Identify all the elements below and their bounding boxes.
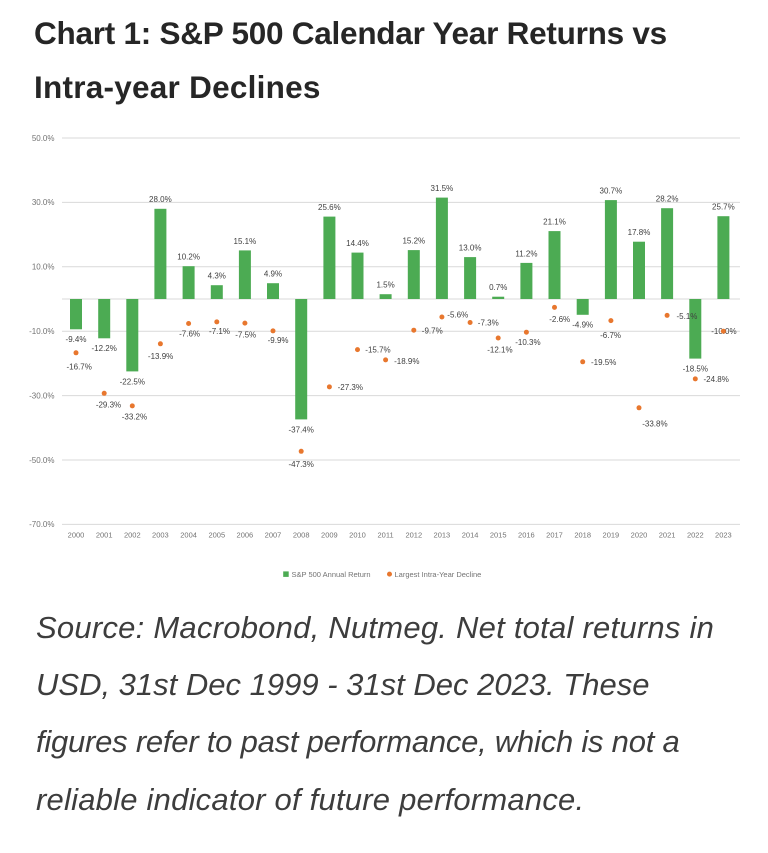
svg-text:-33.2%: -33.2% — [122, 412, 147, 421]
svg-text:28.0%: 28.0% — [149, 195, 172, 204]
svg-text:-9.9%: -9.9% — [268, 336, 289, 345]
svg-text:10.2%: 10.2% — [177, 253, 200, 262]
svg-text:2003: 2003 — [152, 531, 169, 540]
svg-text:30.7%: 30.7% — [600, 187, 623, 196]
svg-text:30.0%: 30.0% — [32, 198, 55, 207]
svg-text:4.9%: 4.9% — [264, 270, 282, 279]
svg-text:17.8%: 17.8% — [628, 228, 651, 237]
svg-text:2016: 2016 — [518, 531, 535, 540]
svg-text:-18.5%: -18.5% — [683, 365, 708, 374]
svg-text:2019: 2019 — [603, 531, 620, 540]
svg-text:2021: 2021 — [659, 531, 676, 540]
svg-text:2015: 2015 — [490, 531, 507, 540]
svg-text:0.7%: 0.7% — [489, 283, 507, 292]
svg-text:2011: 2011 — [378, 531, 394, 540]
svg-text:-9.7%: -9.7% — [422, 326, 443, 335]
svg-text:2001: 2001 — [96, 531, 113, 540]
svg-text:-27.3%: -27.3% — [338, 383, 363, 392]
svg-text:-47.3%: -47.3% — [289, 460, 314, 469]
svg-text:2012: 2012 — [405, 531, 422, 540]
svg-text:14.4%: 14.4% — [346, 239, 369, 248]
svg-text:4.3%: 4.3% — [208, 272, 226, 281]
svg-text:-29.3%: -29.3% — [96, 401, 121, 410]
svg-text:S&P 500 Annual Return: S&P 500 Annual Return — [292, 570, 371, 579]
svg-text:2014: 2014 — [462, 531, 479, 540]
svg-text:-70.0%: -70.0% — [29, 520, 54, 529]
svg-text:1.5%: 1.5% — [376, 281, 394, 290]
svg-text:-7.1%: -7.1% — [209, 327, 230, 336]
svg-text:-15.7%: -15.7% — [365, 346, 390, 355]
svg-text:2009: 2009 — [321, 531, 338, 540]
svg-text:-12.2%: -12.2% — [92, 344, 117, 353]
svg-text:25.7%: 25.7% — [712, 203, 735, 212]
svg-text:-37.4%: -37.4% — [289, 425, 314, 434]
svg-text:2007: 2007 — [265, 531, 282, 540]
svg-text:-12.1%: -12.1% — [487, 346, 512, 355]
svg-text:2018: 2018 — [574, 531, 591, 540]
svg-text:28.2%: 28.2% — [656, 195, 679, 204]
svg-text:2017: 2017 — [546, 531, 563, 540]
svg-text:-10.3%: -10.3% — [515, 338, 540, 347]
svg-text:-24.8%: -24.8% — [704, 375, 729, 384]
svg-text:2020: 2020 — [631, 531, 648, 540]
svg-text:50.0%: 50.0% — [32, 134, 55, 143]
svg-text:13.0%: 13.0% — [459, 244, 482, 253]
svg-text:-6.7%: -6.7% — [600, 331, 621, 340]
svg-text:-13.9%: -13.9% — [148, 352, 173, 361]
svg-text:15.2%: 15.2% — [402, 237, 425, 246]
svg-text:2004: 2004 — [180, 531, 197, 540]
svg-text:-10.0%: -10.0% — [29, 327, 54, 336]
svg-text:2022: 2022 — [687, 531, 704, 540]
svg-text:-50.0%: -50.0% — [29, 456, 54, 465]
svg-text:-5.1%: -5.1% — [677, 312, 698, 321]
svg-text:-7.6%: -7.6% — [179, 330, 200, 339]
svg-text:2005: 2005 — [208, 531, 225, 540]
svg-text:15.1%: 15.1% — [234, 237, 257, 246]
svg-text:2013: 2013 — [434, 531, 451, 540]
svg-text:-16.7%: -16.7% — [67, 362, 92, 371]
svg-text:25.6%: 25.6% — [318, 203, 341, 212]
svg-text:-4.9%: -4.9% — [572, 321, 593, 330]
svg-text:2002: 2002 — [124, 531, 141, 540]
svg-text:-2.6%: -2.6% — [549, 315, 570, 324]
svg-text:-30.0%: -30.0% — [29, 391, 54, 400]
svg-text:-9.4%: -9.4% — [66, 335, 87, 344]
svg-text:11.2%: 11.2% — [515, 249, 537, 258]
svg-text:Largest Intra-Year Decline: Largest Intra-Year Decline — [395, 570, 482, 579]
svg-text:-7.5%: -7.5% — [235, 331, 256, 340]
svg-text:-18.9%: -18.9% — [394, 357, 419, 366]
svg-text:2023: 2023 — [715, 531, 732, 540]
svg-text:2000: 2000 — [68, 531, 85, 540]
svg-text:10.0%: 10.0% — [32, 263, 55, 272]
svg-text:-7.3%: -7.3% — [478, 319, 499, 328]
svg-text:2008: 2008 — [293, 531, 310, 540]
svg-text:-19.5%: -19.5% — [591, 358, 616, 367]
svg-text:-5.6%: -5.6% — [447, 310, 468, 319]
svg-text:-22.5%: -22.5% — [120, 377, 145, 386]
svg-text:2010: 2010 — [349, 531, 366, 540]
svg-text:2006: 2006 — [237, 531, 254, 540]
svg-text:31.5%: 31.5% — [431, 184, 454, 193]
svg-text:21.1%: 21.1% — [543, 218, 566, 227]
svg-text:-33.8%: -33.8% — [642, 420, 667, 429]
